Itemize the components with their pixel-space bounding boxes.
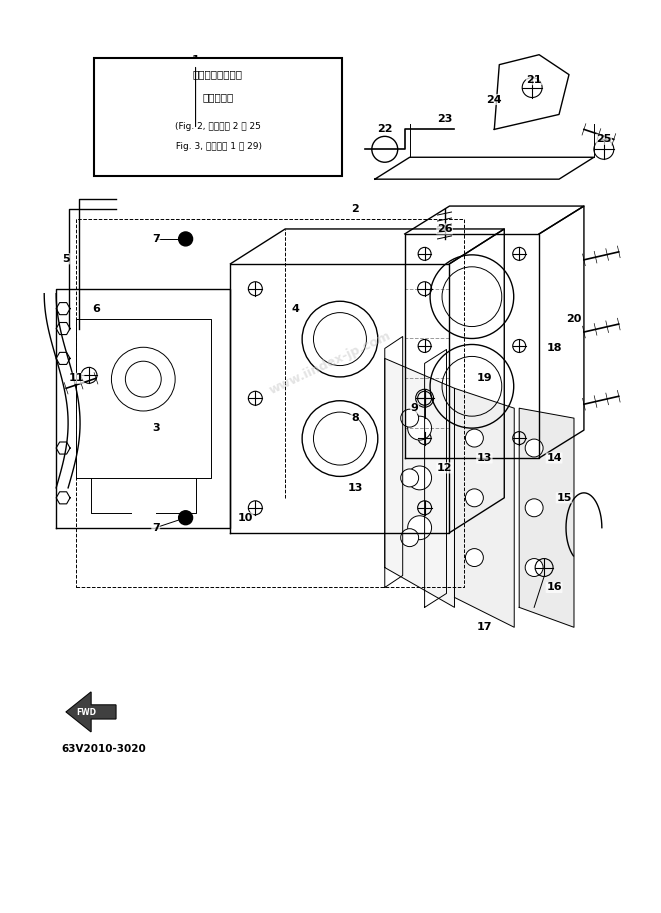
- Text: 63V2010-3020: 63V2010-3020: [61, 744, 146, 754]
- Text: 13: 13: [347, 483, 363, 493]
- Text: 18: 18: [546, 343, 562, 353]
- Circle shape: [401, 469, 418, 487]
- Polygon shape: [455, 388, 514, 627]
- Circle shape: [465, 488, 483, 507]
- Circle shape: [465, 429, 483, 447]
- Text: (Fig. 2, 見出番号 2 ～ 25: (Fig. 2, 見出番号 2 ～ 25: [175, 122, 261, 131]
- Circle shape: [178, 510, 192, 525]
- Text: 12: 12: [437, 463, 452, 473]
- Text: 25: 25: [596, 134, 611, 144]
- Polygon shape: [385, 359, 455, 607]
- Text: 3: 3: [152, 423, 159, 433]
- Circle shape: [525, 498, 543, 517]
- Polygon shape: [66, 692, 116, 732]
- Text: 1: 1: [192, 55, 200, 65]
- Text: 15: 15: [557, 493, 572, 503]
- Text: 7: 7: [152, 523, 159, 532]
- Text: 7: 7: [152, 234, 159, 244]
- Circle shape: [525, 439, 543, 457]
- Text: 20: 20: [566, 313, 582, 323]
- Text: アセンブリ: アセンブリ: [202, 92, 233, 102]
- Text: www.iindex-jp.com: www.iindex-jp.com: [267, 330, 393, 397]
- Text: 13: 13: [477, 453, 492, 463]
- Polygon shape: [519, 408, 574, 627]
- Text: 2: 2: [351, 204, 359, 214]
- Text: 21: 21: [526, 75, 542, 85]
- Text: 16: 16: [546, 582, 562, 593]
- Text: 24: 24: [486, 95, 502, 104]
- Text: FWD: FWD: [76, 708, 96, 717]
- Text: 4: 4: [292, 304, 299, 314]
- Text: 11: 11: [68, 373, 84, 383]
- Circle shape: [465, 549, 483, 567]
- Text: 8: 8: [351, 414, 359, 423]
- Text: 5: 5: [62, 254, 70, 264]
- Text: Fig. 3, 見出番号 1 ～ 29): Fig. 3, 見出番号 1 ～ 29): [173, 142, 262, 152]
- Text: 22: 22: [377, 124, 393, 134]
- Text: 6: 6: [92, 304, 100, 314]
- Text: 26: 26: [437, 224, 452, 234]
- Circle shape: [401, 529, 418, 547]
- Circle shape: [178, 232, 192, 246]
- Text: 9: 9: [410, 404, 418, 414]
- Text: 19: 19: [477, 373, 492, 383]
- Circle shape: [408, 466, 432, 490]
- Text: 10: 10: [238, 513, 253, 523]
- Circle shape: [408, 516, 432, 540]
- Circle shape: [401, 409, 418, 427]
- Circle shape: [525, 559, 543, 576]
- Text: 14: 14: [546, 453, 562, 463]
- Text: クランクシリンダ: クランクシリンダ: [193, 69, 243, 79]
- Circle shape: [408, 416, 432, 440]
- Text: 17: 17: [477, 623, 492, 633]
- FancyBboxPatch shape: [94, 58, 342, 176]
- Text: 23: 23: [437, 114, 452, 124]
